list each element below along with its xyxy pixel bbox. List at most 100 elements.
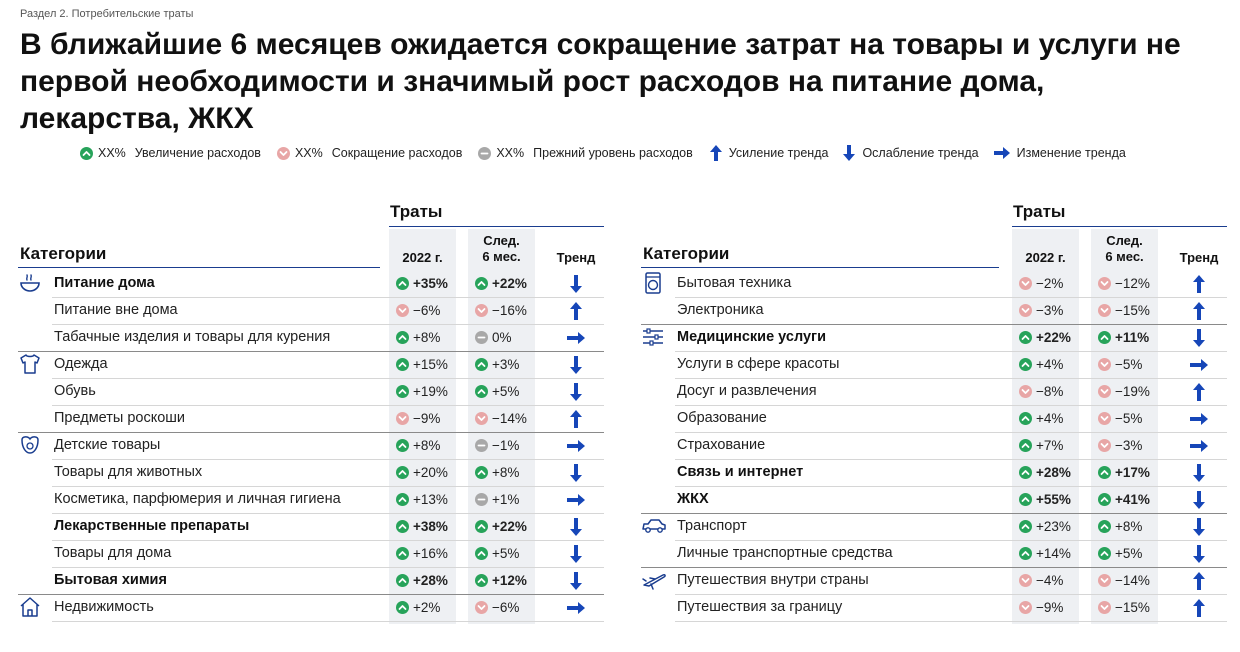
arrow-up-icon: [1193, 383, 1205, 401]
same-level-icon: [475, 331, 488, 344]
row-divider: [675, 405, 1227, 406]
value-2022: +16%: [396, 546, 448, 561]
value-next: +41%: [1098, 492, 1150, 507]
value-2022: +23%: [1019, 519, 1071, 534]
categories-divider: [18, 267, 380, 268]
spend-divider: [1012, 226, 1227, 227]
value-2022: +55%: [1019, 492, 1071, 507]
value-2022-text: −2%: [1036, 276, 1064, 291]
table-row: Лекарственные препараты +38% +22%: [18, 514, 608, 541]
arrow-down-icon: [1193, 518, 1205, 536]
row-divider: [18, 432, 604, 433]
value-2022: −2%: [1019, 276, 1063, 291]
row-divider: [675, 540, 1227, 541]
increase-icon: [475, 574, 488, 587]
value-2022: −4%: [1019, 573, 1063, 588]
value-next-text: −14%: [492, 411, 527, 426]
value-next: −1%: [475, 438, 519, 453]
value-2022-text: +55%: [1036, 492, 1071, 507]
decrease-icon: [1098, 358, 1111, 371]
row-divider: [675, 594, 1227, 595]
decrease-icon: [1019, 277, 1032, 290]
table-row: Обувь +19% +5%: [18, 379, 608, 406]
arrow-up-icon: [709, 145, 722, 161]
arrow-down-icon: [1193, 491, 1205, 509]
arrow-down-icon: [570, 572, 582, 590]
increase-icon: [1098, 466, 1111, 479]
category-label: Питание вне дома: [54, 302, 178, 318]
increase-icon: [396, 574, 409, 587]
arrow-down-icon: [570, 464, 582, 482]
decrease-icon: [1019, 304, 1032, 317]
table-row: Питание дома +35% +22%: [18, 271, 608, 298]
arrow-right-icon: [1190, 440, 1208, 452]
value-2022: −9%: [396, 411, 440, 426]
col-2022-header: 2022 г.: [402, 250, 443, 265]
increase-icon: [396, 520, 409, 533]
arrow-down-icon: [570, 383, 582, 401]
legend-increase: XX% Увеличение расходов: [80, 146, 261, 160]
value-next-text: +8%: [492, 465, 520, 480]
table-row: Путешествия за границу −9% −15%: [641, 595, 1231, 622]
category-label: Электроника: [677, 302, 764, 318]
value-2022-text: +8%: [413, 438, 441, 453]
value-next: −19%: [1098, 384, 1150, 399]
decrease-icon: [1019, 385, 1032, 398]
same-level-icon: [478, 146, 492, 160]
arrow-up-icon: [570, 302, 582, 320]
category-label: Недвижимость: [54, 599, 154, 615]
value-next: −14%: [1098, 573, 1150, 588]
col-2022-header: 2022 г.: [1025, 250, 1066, 265]
row-divider: [675, 432, 1227, 433]
value-2022-text: +14%: [1036, 546, 1071, 561]
value-2022: +22%: [1019, 330, 1071, 345]
category-label: Предметы роскоши: [54, 410, 186, 426]
value-next-text: −1%: [492, 438, 520, 453]
decrease-icon: [1098, 412, 1111, 425]
decrease-icon: [1019, 601, 1032, 614]
value-2022: +28%: [396, 573, 448, 588]
category-label: Личные транспортные средства: [677, 545, 893, 561]
table-row: Электроника −3% −15%: [641, 298, 1231, 325]
value-next-text: +1%: [492, 492, 520, 507]
value-2022: +4%: [1019, 357, 1063, 372]
decrease-icon: [475, 412, 488, 425]
value-2022-text: +13%: [413, 492, 448, 507]
table-row: ЖКХ +55% +41%: [641, 487, 1231, 514]
value-2022-text: +19%: [413, 384, 448, 399]
value-next: +1%: [475, 492, 519, 507]
legend-decrease-label: Сокращение расходов: [331, 146, 463, 160]
legend-decrease: XX% Сокращение расходов: [276, 146, 463, 160]
value-next: +22%: [475, 276, 527, 291]
arrow-right-icon: [567, 440, 585, 452]
value-2022: +19%: [396, 384, 448, 399]
value-next: +12%: [475, 573, 527, 588]
legend-trend-up-label: Усиление тренда: [728, 146, 829, 160]
value-next-text: −19%: [1115, 384, 1150, 399]
category-label: Путешествия внутри страны: [677, 572, 869, 588]
legend-trend-down-label: Ослабление тренда: [862, 146, 979, 160]
category-label: Товары для животных: [54, 464, 203, 480]
row-divider: [18, 594, 604, 595]
row-divider: [52, 513, 604, 514]
legend-trend-up: Усиление тренда: [709, 144, 829, 162]
col-trend-header: Тренд: [1179, 250, 1219, 265]
row-divider: [52, 378, 604, 379]
row-divider: [675, 297, 1227, 298]
table-row: Товары для животных +20% +8%: [18, 460, 608, 487]
bowl-icon: [18, 272, 42, 294]
value-next-text: −5%: [1115, 411, 1143, 426]
row-divider: [641, 567, 1227, 568]
value-next: −6%: [475, 600, 519, 615]
category-label: Медицинские услуги: [677, 329, 826, 345]
legend-same: XX% Прежний уровень расходов: [478, 146, 693, 160]
table-row: Образование +4% −5%: [641, 406, 1231, 433]
increase-icon: [475, 277, 488, 290]
category-label: Бытовая техника: [677, 275, 792, 291]
arrow-up-icon: [1193, 302, 1205, 320]
spend-header: Траты: [1013, 202, 1066, 221]
value-next: −12%: [1098, 276, 1150, 291]
increase-icon: [1019, 439, 1032, 452]
table-row: Путешествия внутри страны −4% −14%: [641, 568, 1231, 595]
table-row: Бытовая химия +28% +12%: [18, 568, 608, 595]
